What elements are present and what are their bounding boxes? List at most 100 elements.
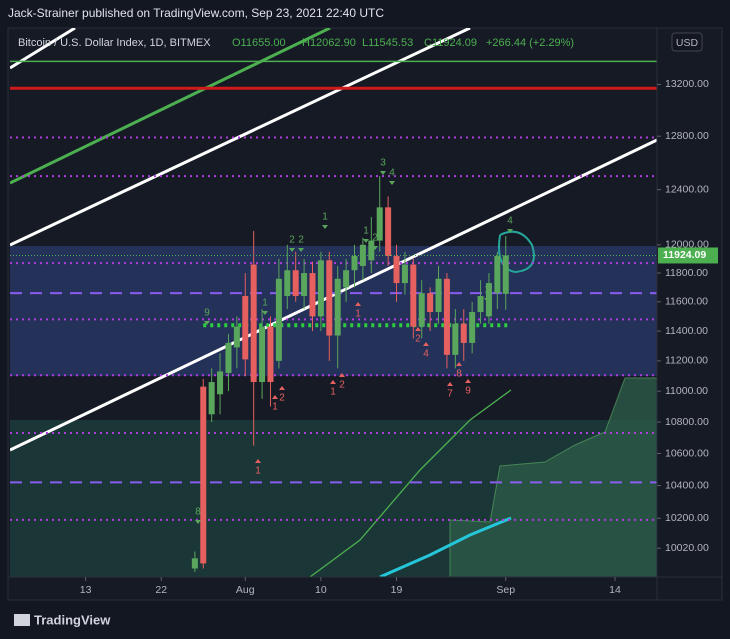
candle-body — [334, 278, 341, 336]
td-arrow — [262, 311, 268, 315]
candle-body — [217, 371, 224, 395]
td-label: 7 — [447, 389, 453, 400]
x-tick-label: 19 — [391, 584, 403, 596]
td-arrow — [355, 302, 361, 306]
td-arrow — [204, 321, 210, 325]
td-label: 1 — [272, 402, 278, 413]
td-arrow — [423, 342, 429, 346]
candle-body — [401, 264, 408, 284]
td-label: 4 — [507, 216, 513, 227]
ohlc: L11545.53 — [362, 37, 413, 49]
ohlc: C11924.09 — [424, 37, 477, 49]
td-label: 3 — [380, 158, 386, 169]
cloud — [449, 377, 657, 577]
x-tick-label: Sep — [496, 584, 515, 596]
candle-body — [435, 278, 442, 313]
y-tick-label: 12400.00 — [665, 183, 709, 195]
candle-body — [376, 207, 383, 241]
td-label: 1 — [255, 466, 261, 477]
candle-body — [469, 312, 476, 343]
logo — [14, 614, 30, 626]
candle-body — [477, 296, 484, 313]
td-arrow — [255, 459, 261, 463]
y-tick-label: 13200.00 — [665, 78, 709, 90]
td-label: 1 — [262, 298, 268, 309]
y-tick-label: 12800.00 — [665, 130, 709, 142]
change: +266.44 (+2.29%) — [486, 37, 574, 49]
candle-body — [393, 256, 400, 284]
ohlc: O11655.00 — [232, 37, 286, 49]
trend-line — [10, 138, 657, 452]
td-arrow — [322, 225, 328, 229]
candle-body — [410, 264, 417, 327]
y-tick-label: 11600.00 — [665, 296, 708, 308]
td-label: 8 — [456, 369, 462, 380]
td-arrow — [289, 248, 295, 252]
td-label: 2 — [298, 235, 304, 246]
td-label: 9 — [465, 386, 471, 397]
candle-body — [351, 256, 358, 271]
circle-annotation — [498, 230, 535, 274]
td-arrow — [507, 229, 513, 233]
y-tick-label: 10400.00 — [665, 479, 709, 491]
candle-body — [343, 270, 350, 288]
x-tick-label: 13 — [80, 584, 92, 596]
candle-body — [485, 283, 492, 317]
td-arrow — [484, 298, 490, 302]
td-label: 1 — [363, 226, 369, 237]
y-tick-label: 11200.00 — [665, 355, 708, 367]
candle-body — [233, 326, 240, 348]
candle-body — [309, 273, 316, 317]
td-label: 4 — [389, 168, 395, 179]
td-label: 1 — [355, 309, 361, 320]
td-label: 1 — [322, 212, 328, 223]
td-arrow — [415, 327, 421, 331]
ohlc: H12062.90 — [302, 37, 356, 49]
y-tick-label: 10600.00 — [665, 447, 709, 459]
td-arrow — [330, 380, 336, 384]
td-label: 2 — [289, 235, 295, 246]
td-arrow — [389, 181, 395, 185]
y-tick-label: 11400.00 — [665, 325, 708, 337]
candle-body — [225, 342, 232, 373]
td-arrow — [279, 386, 285, 390]
last-price-badge — [658, 247, 718, 264]
td-label: 4 — [423, 349, 429, 360]
candle-body — [301, 273, 308, 297]
candle-body — [275, 278, 282, 361]
trend-line — [10, 28, 331, 185]
td-label: 2 — [415, 334, 421, 345]
candle-body — [494, 256, 501, 294]
td-label: 1 — [330, 387, 336, 398]
td-arrow — [298, 248, 304, 252]
candle-body — [460, 323, 467, 343]
candle-body — [385, 207, 392, 257]
candle-body — [250, 264, 257, 383]
currency[interactable]: USD — [676, 37, 699, 49]
td-arrow — [447, 382, 453, 386]
y-tick-label: 11000.00 — [665, 385, 708, 397]
td-arrow — [465, 379, 471, 383]
td-label: 9 — [204, 308, 210, 319]
candle-body — [200, 386, 207, 564]
candle-body — [284, 270, 291, 297]
candle-body — [317, 260, 324, 317]
td-arrow — [456, 362, 462, 366]
brand: TradingView — [34, 612, 111, 627]
x-tick-label: 22 — [155, 584, 167, 596]
y-tick-label: 10020.00 — [665, 542, 709, 554]
y-tick-label: 11800.00 — [665, 267, 708, 279]
x-tick-label: Aug — [236, 584, 255, 596]
candle-body — [191, 558, 198, 569]
td-label: 2 — [372, 233, 378, 244]
td-arrow — [363, 239, 369, 243]
trend-line — [10, 28, 471, 247]
currency-badge[interactable] — [671, 32, 703, 52]
td-arrow — [339, 373, 345, 377]
td-label: 8 — [195, 507, 201, 518]
candle-body — [368, 240, 375, 261]
td-arrow — [372, 246, 378, 250]
candle-body — [208, 382, 215, 415]
indicator-line — [309, 389, 512, 577]
